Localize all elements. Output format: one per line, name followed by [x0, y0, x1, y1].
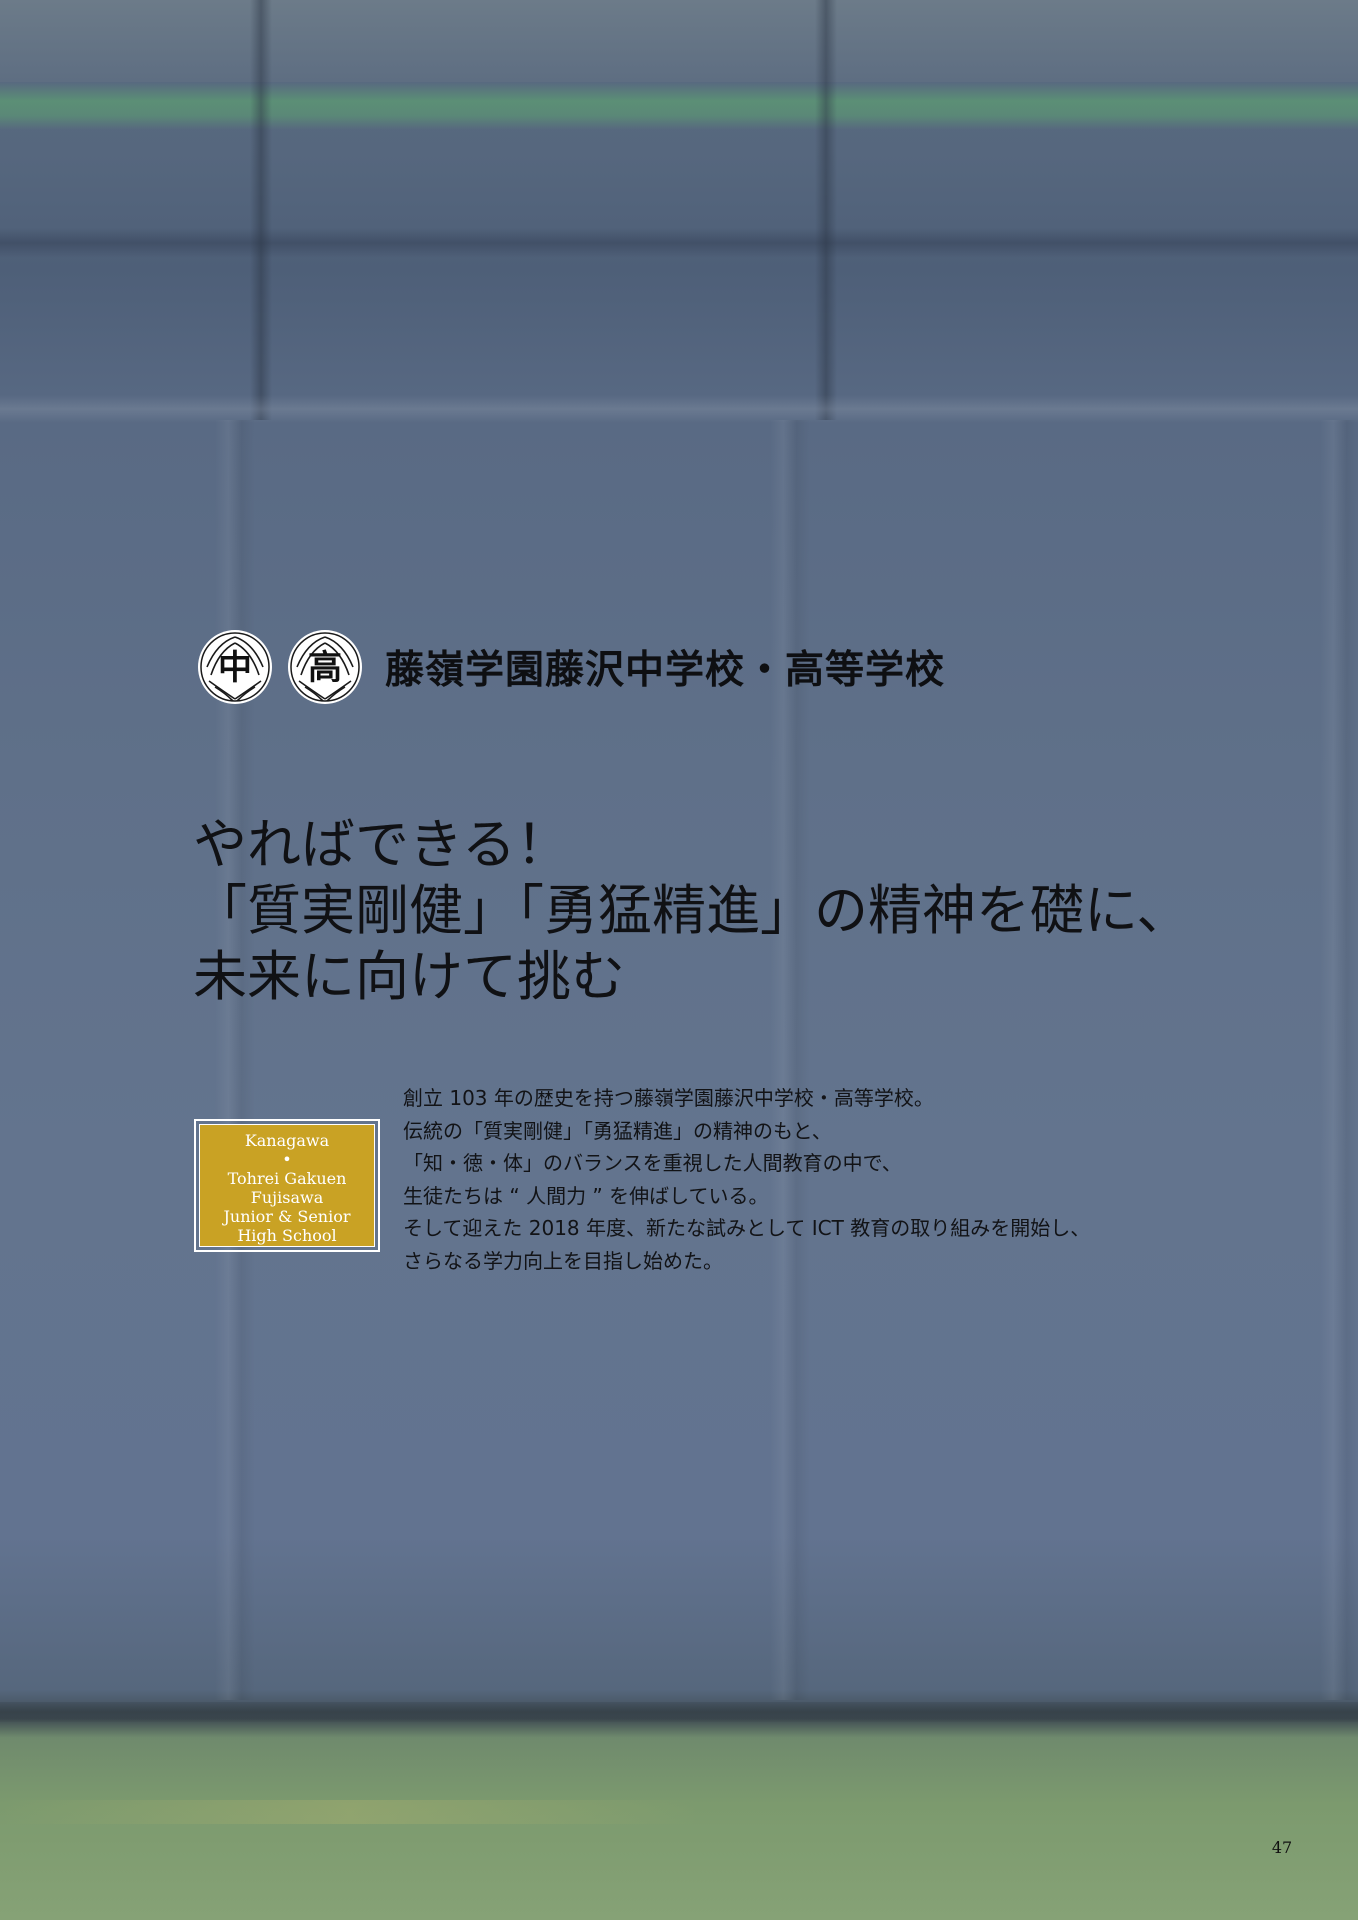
headline-line: 「質実剛健」「勇猛精進」の精神を礎に、	[193, 879, 1191, 942]
svg-text:中: 中	[218, 648, 252, 688]
school-crest-icon: 中	[197, 629, 273, 705]
badge-line: Tohrei Gakuen	[227, 1169, 347, 1188]
badge-line: •	[282, 1150, 292, 1169]
background-rail	[0, 395, 1358, 423]
headline-line: やればできる！	[193, 813, 570, 876]
background-ground-line	[0, 1702, 1358, 1722]
badge-line: High School	[237, 1226, 337, 1245]
paragraph-line: 生徒たちは “ 人間力 ” を伸ばしている。	[403, 1183, 769, 1208]
paragraph-line: そして迎えた 2018 年度、新たな試みとして ICT 教育の取り組みを開始し、	[403, 1216, 1091, 1240]
headline: やればできる！ 「質実剛健」「勇猛精進」の精神を礎に、 未来に向けて挑む	[193, 812, 1191, 1010]
background-green-band	[0, 82, 1358, 130]
page-number: 47	[1271, 1838, 1293, 1857]
badge-line: Fujisawa	[250, 1188, 324, 1207]
background-post	[250, 0, 272, 420]
background-shadow-line	[0, 228, 1358, 258]
background-fold	[770, 420, 810, 1700]
background-post	[815, 0, 837, 420]
paragraph-line: 創立 103 年の歴史を持つ藤嶺学園藤沢中学校・高等学校。	[403, 1086, 934, 1110]
school-crest-icon: 高	[287, 629, 363, 705]
school-badge: Kanagawa • Tohrei Gakuen Fujisawa Junior…	[194, 1119, 380, 1252]
school-badge-label: Kanagawa • Tohrei Gakuen Fujisawa Junior…	[199, 1124, 375, 1247]
badge-line: Kanagawa	[244, 1131, 330, 1150]
badge-line: Junior & Senior	[223, 1207, 351, 1226]
background-fence	[0, 0, 1358, 82]
headline-line: 未来に向けて挑む	[193, 945, 625, 1008]
intro-paragraph: 創立 103 年の歴史を持つ藤嶺学園藤沢中学校・高等学校。 伝統の「質実剛健」「…	[403, 1082, 1163, 1277]
background-fold	[1320, 420, 1358, 1700]
paragraph-line: 「知・徳・体」のバランスを重視した人間教育の中で、	[403, 1151, 902, 1175]
paragraph-line: さらなる学力向上を目指し始めた。	[403, 1248, 723, 1273]
school-header: 中 高 藤嶺学園藤沢中学校・高等学校	[197, 628, 945, 706]
paragraph-line: 伝統の「質実剛健」「勇猛精進」の精神のもと、	[403, 1118, 832, 1143]
background-grass-stripe	[0, 1800, 700, 1824]
background-fold	[215, 420, 255, 1700]
svg-text:高: 高	[308, 648, 342, 688]
school-name: 藤嶺学園藤沢中学校・高等学校	[385, 648, 946, 693]
